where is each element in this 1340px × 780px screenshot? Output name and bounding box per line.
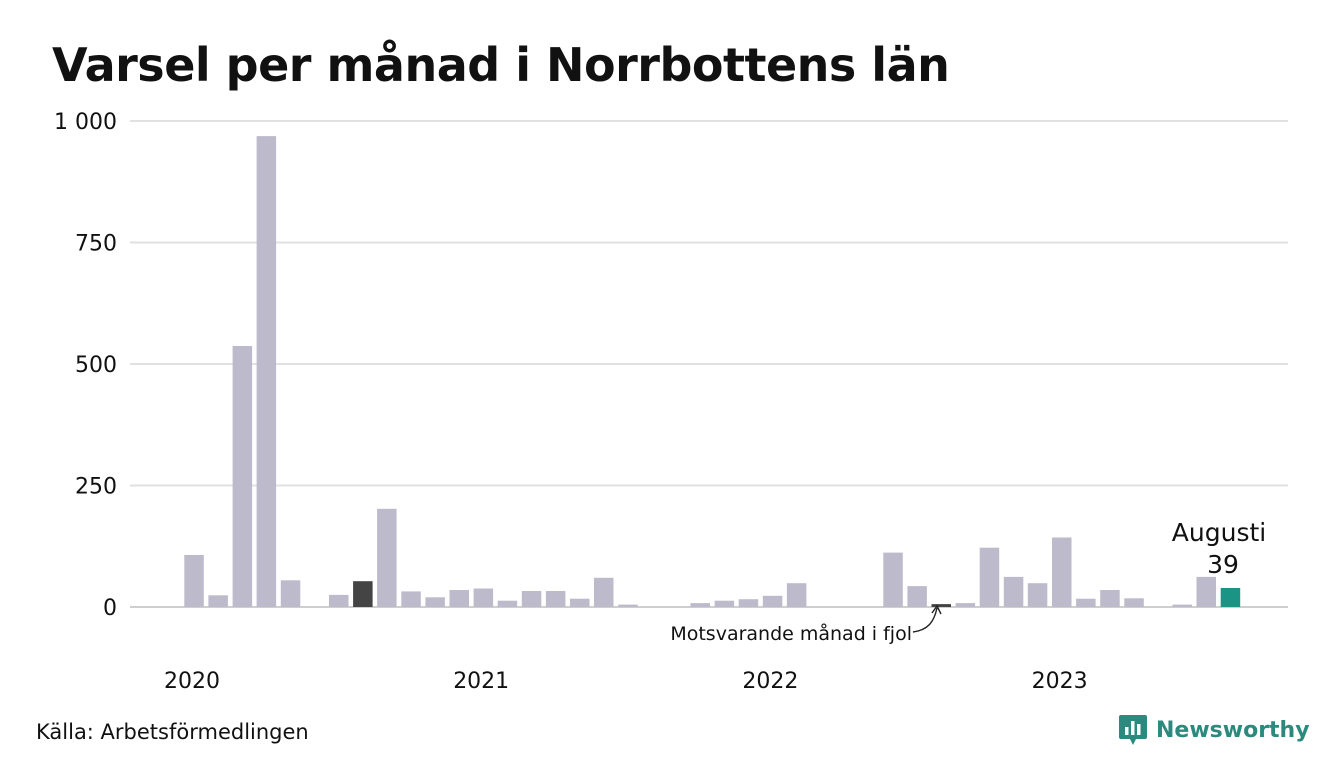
page-title: Varsel per månad i Norrbottens län (52, 38, 950, 92)
bar (256, 136, 277, 607)
y-tick-label: 250 (75, 475, 117, 500)
x-tick-label: 2022 (742, 669, 798, 694)
bar (1220, 588, 1241, 607)
bar (738, 599, 759, 607)
bar (545, 591, 566, 607)
bar (570, 598, 590, 607)
annotation-same-month-last-year: Motsvarande månad i fjol (670, 622, 912, 645)
bar (883, 552, 903, 607)
bar (497, 600, 518, 607)
bar (329, 594, 349, 607)
bar (1003, 576, 1024, 607)
bar (1027, 583, 1048, 607)
bar (425, 597, 445, 607)
x-tick-label: 2023 (1032, 669, 1088, 694)
bar (762, 595, 783, 607)
annotations: Motsvarande månad i fjol Augusti 39 (670, 518, 1266, 645)
bar (690, 603, 710, 607)
brand-logo: Newsworthy (1118, 713, 1310, 747)
bar (618, 604, 638, 607)
y-axis-labels: 0 250 500 750 1 000 (54, 110, 117, 621)
bar (1052, 537, 1072, 607)
bar (594, 577, 614, 607)
bar (208, 595, 228, 607)
current-month-label: Augusti (1172, 518, 1266, 547)
bar (1196, 576, 1216, 607)
bar (521, 591, 542, 607)
x-tick-label: 2020 (164, 669, 220, 694)
bar (786, 583, 807, 607)
bar (401, 591, 421, 607)
x-tick-label: 2021 (453, 669, 509, 694)
annotation-arrowhead (931, 604, 942, 615)
bar (280, 580, 301, 607)
y-tick-label: 500 (75, 353, 117, 378)
y-tick-label: 1 000 (54, 110, 117, 135)
brand-name: Newsworthy (1156, 717, 1310, 743)
annotation-arrow (912, 607, 938, 633)
bar (184, 555, 204, 607)
bars (184, 136, 1241, 607)
bar (353, 581, 373, 607)
y-tick-label: 0 (103, 596, 117, 621)
bar (1100, 590, 1120, 607)
bar (1124, 598, 1144, 607)
newsworthy-logo-icon (1119, 715, 1147, 745)
bar (377, 508, 397, 607)
bar (232, 346, 253, 607)
bar (931, 604, 951, 607)
bar (979, 547, 1000, 607)
bar (449, 590, 469, 607)
bar (955, 603, 976, 607)
bar (1172, 604, 1192, 607)
bar (907, 586, 927, 607)
x-axis-labels: 2020 2021 2022 2023 (164, 669, 1088, 694)
bar (714, 600, 735, 607)
y-tick-label: 750 (75, 232, 117, 257)
bar (1076, 598, 1096, 607)
grid-lines (130, 120, 1288, 608)
current-value-label: 39 (1207, 550, 1239, 579)
source-note: Källa: Arbetsförmedlingen (36, 720, 309, 744)
bar (473, 588, 494, 607)
